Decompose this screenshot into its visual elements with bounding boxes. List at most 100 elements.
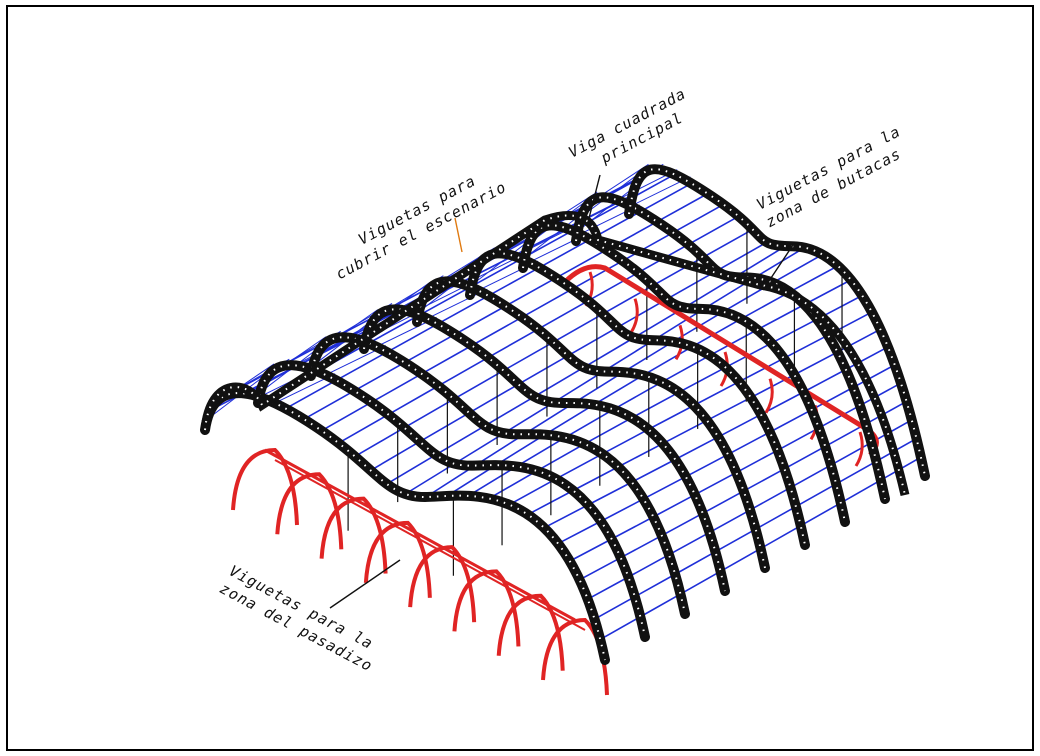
label-walkway-joists: Viguetas para la zona del pasadizo: [217, 562, 385, 676]
joist: [717, 413, 762, 438]
joist: [647, 404, 695, 431]
joist: [789, 265, 839, 293]
joist: [370, 440, 421, 472]
joist: [602, 339, 654, 373]
joist: [419, 412, 470, 443]
joist: [538, 238, 591, 269]
joist: [818, 404, 861, 429]
joist: [557, 520, 602, 545]
walkway-rail: [274, 459, 586, 631]
joist: [552, 313, 604, 343]
joist: [569, 538, 613, 562]
joist: [555, 453, 603, 480]
joist: [694, 471, 737, 496]
walkway-arch: [363, 520, 432, 598]
joist: [653, 308, 705, 341]
joist: [631, 458, 676, 483]
joist: [852, 364, 896, 389]
joist: [678, 366, 726, 394]
walkway-arch: [231, 447, 299, 526]
joist: [368, 314, 420, 344]
joist: [599, 616, 641, 641]
joist: [517, 355, 569, 385]
joist: [783, 334, 829, 360]
joist: [503, 341, 554, 372]
joist: [622, 231, 674, 262]
leader-walkway: [329, 559, 401, 609]
joist: [666, 270, 718, 300]
joist: [354, 427, 405, 458]
main-beam: [465, 248, 810, 550]
main-beam: [518, 220, 850, 527]
joist: [622, 340, 674, 373]
joist: [661, 512, 704, 537]
joist: [824, 423, 867, 448]
main-beam-texture: [416, 280, 766, 569]
joist: [487, 266, 540, 297]
joist: [387, 385, 439, 416]
joist: [467, 465, 517, 497]
joist: [567, 326, 618, 357]
joist: [709, 328, 758, 357]
joist: [840, 479, 882, 504]
joist: [804, 279, 852, 306]
joist: [593, 374, 644, 406]
joist: [437, 295, 489, 325]
joist: [620, 534, 663, 559]
joist: [693, 381, 740, 407]
walkway-arch: [496, 593, 565, 671]
seating-hanger: [629, 298, 639, 334]
leader-beam: [587, 174, 601, 223]
label-main-beam: Viga cuadrada principal: [565, 80, 707, 179]
joist: [795, 483, 837, 508]
joist: [790, 464, 832, 489]
joist: [421, 344, 473, 375]
joist: [702, 228, 754, 259]
joist: [335, 351, 388, 382]
joist: [735, 449, 778, 474]
main-arched-beams: [200, 164, 930, 665]
seating-hanger: [764, 378, 774, 414]
joist: [859, 382, 902, 407]
joist: [716, 241, 768, 272]
joist: [631, 391, 680, 419]
joist: [508, 478, 557, 506]
joist: [503, 401, 554, 434]
joist: [793, 351, 838, 376]
joist: [811, 386, 854, 411]
joist: [800, 502, 842, 527]
joist: [303, 390, 355, 420]
joist: [662, 419, 708, 445]
joist: [749, 486, 791, 511]
joist: [471, 316, 523, 347]
joist: [734, 245, 786, 278]
joist: [594, 596, 636, 620]
joist: [587, 481, 633, 506]
joist: [454, 432, 505, 465]
joist: [634, 573, 676, 598]
joist: [555, 249, 607, 279]
ridge-beam-texture: [204, 214, 906, 496]
joist: [715, 528, 757, 553]
ridge-beam: [200, 211, 910, 497]
joist: [652, 494, 696, 518]
joist: [523, 402, 575, 435]
joist: [533, 366, 585, 398]
joist: [544, 403, 595, 436]
joist: [706, 396, 752, 422]
joist: [845, 346, 889, 371]
joist: [613, 381, 663, 411]
joist: [321, 401, 372, 432]
joist: [656, 192, 709, 223]
joist: [709, 509, 751, 534]
joist: [487, 328, 539, 359]
walkway-rail: [264, 448, 576, 622]
drawing-border: [6, 5, 1034, 751]
joist: [642, 345, 693, 376]
joist: [830, 441, 872, 466]
joist: [543, 504, 589, 529]
joist: [537, 300, 589, 330]
label-seating-joists: Viguetas para la zona de butacas: [753, 118, 921, 232]
joist: [435, 425, 486, 456]
joist: [757, 303, 805, 331]
